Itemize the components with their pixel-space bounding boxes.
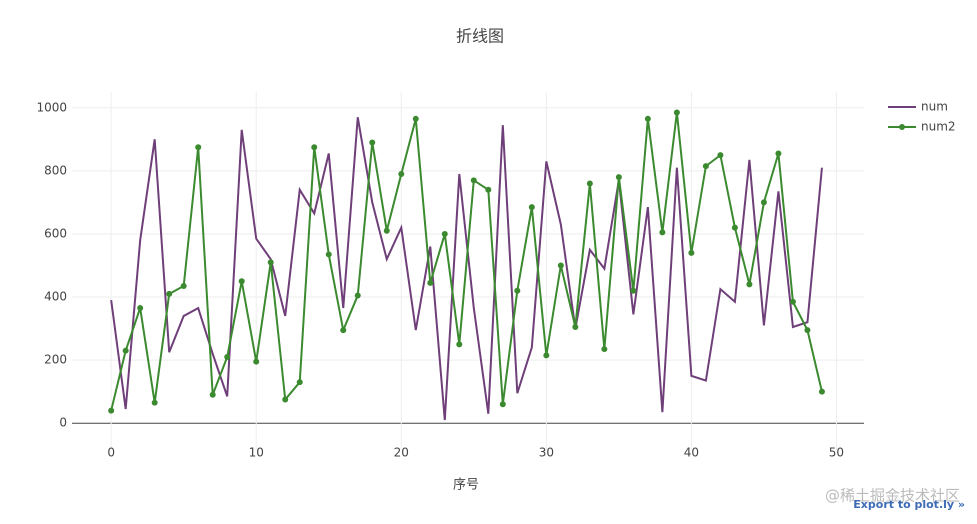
marker — [601, 346, 608, 353]
marker — [499, 401, 506, 408]
legend-label: num2 — [921, 120, 956, 134]
marker — [441, 230, 448, 237]
marker — [760, 199, 767, 206]
marker — [108, 407, 115, 414]
marker — [238, 278, 245, 285]
marker — [673, 109, 680, 116]
marker — [137, 305, 144, 312]
marker — [296, 379, 303, 386]
x-tick-label: 30 — [539, 446, 554, 460]
y-tick-label: 0 — [59, 416, 67, 430]
marker — [180, 282, 187, 289]
x-tick-label: 50 — [829, 446, 844, 460]
marker — [789, 298, 796, 305]
marker — [586, 180, 593, 187]
marker — [325, 251, 332, 258]
y-tick-label: 200 — [44, 353, 67, 367]
x-tick-label: 20 — [394, 446, 409, 460]
marker — [615, 174, 622, 181]
marker — [818, 388, 825, 395]
marker — [122, 347, 129, 354]
marker — [398, 171, 405, 178]
marker — [485, 186, 492, 193]
marker — [253, 358, 260, 365]
series-line — [110, 112, 823, 411]
y-tick-label: 600 — [44, 226, 67, 240]
y-tick-label: 400 — [44, 290, 67, 304]
x-tick-label: 40 — [684, 446, 699, 460]
marker — [224, 353, 231, 360]
marker — [209, 391, 216, 398]
marker — [557, 262, 564, 269]
y-tick-label: 800 — [44, 163, 67, 177]
marker — [456, 341, 463, 348]
marker — [311, 144, 318, 151]
series-line — [110, 117, 823, 421]
marker — [267, 259, 274, 266]
x-axis-label: 序号 — [453, 478, 479, 493]
legend-label: num — [921, 100, 948, 114]
marker — [543, 352, 550, 359]
marker — [412, 115, 419, 122]
marker — [528, 204, 535, 211]
marker — [282, 396, 289, 403]
legend-marker — [899, 124, 905, 130]
marker — [717, 152, 724, 159]
marker — [731, 224, 738, 231]
marker — [427, 279, 434, 286]
y-tick-label: 1000 — [36, 100, 67, 114]
x-tick-label: 0 — [107, 446, 115, 460]
marker — [340, 327, 347, 334]
marker — [470, 177, 477, 184]
marker — [354, 292, 361, 299]
marker — [644, 115, 651, 122]
marker — [383, 227, 390, 234]
export-link[interactable]: Export to plot.ly » — [853, 498, 965, 511]
marker — [804, 327, 811, 334]
marker — [630, 287, 637, 294]
marker — [572, 323, 579, 330]
chart-title: 折线图 — [456, 27, 504, 46]
marker — [688, 249, 695, 256]
watermark: @稀土掘金技术社区 — [825, 487, 960, 505]
marker — [369, 139, 376, 146]
marker — [195, 144, 202, 151]
marker — [659, 229, 666, 236]
x-tick-label: 10 — [249, 446, 264, 460]
marker — [514, 287, 521, 294]
marker — [166, 290, 173, 297]
marker — [746, 281, 753, 288]
marker — [151, 399, 158, 406]
marker — [775, 150, 782, 157]
marker — [702, 163, 709, 170]
